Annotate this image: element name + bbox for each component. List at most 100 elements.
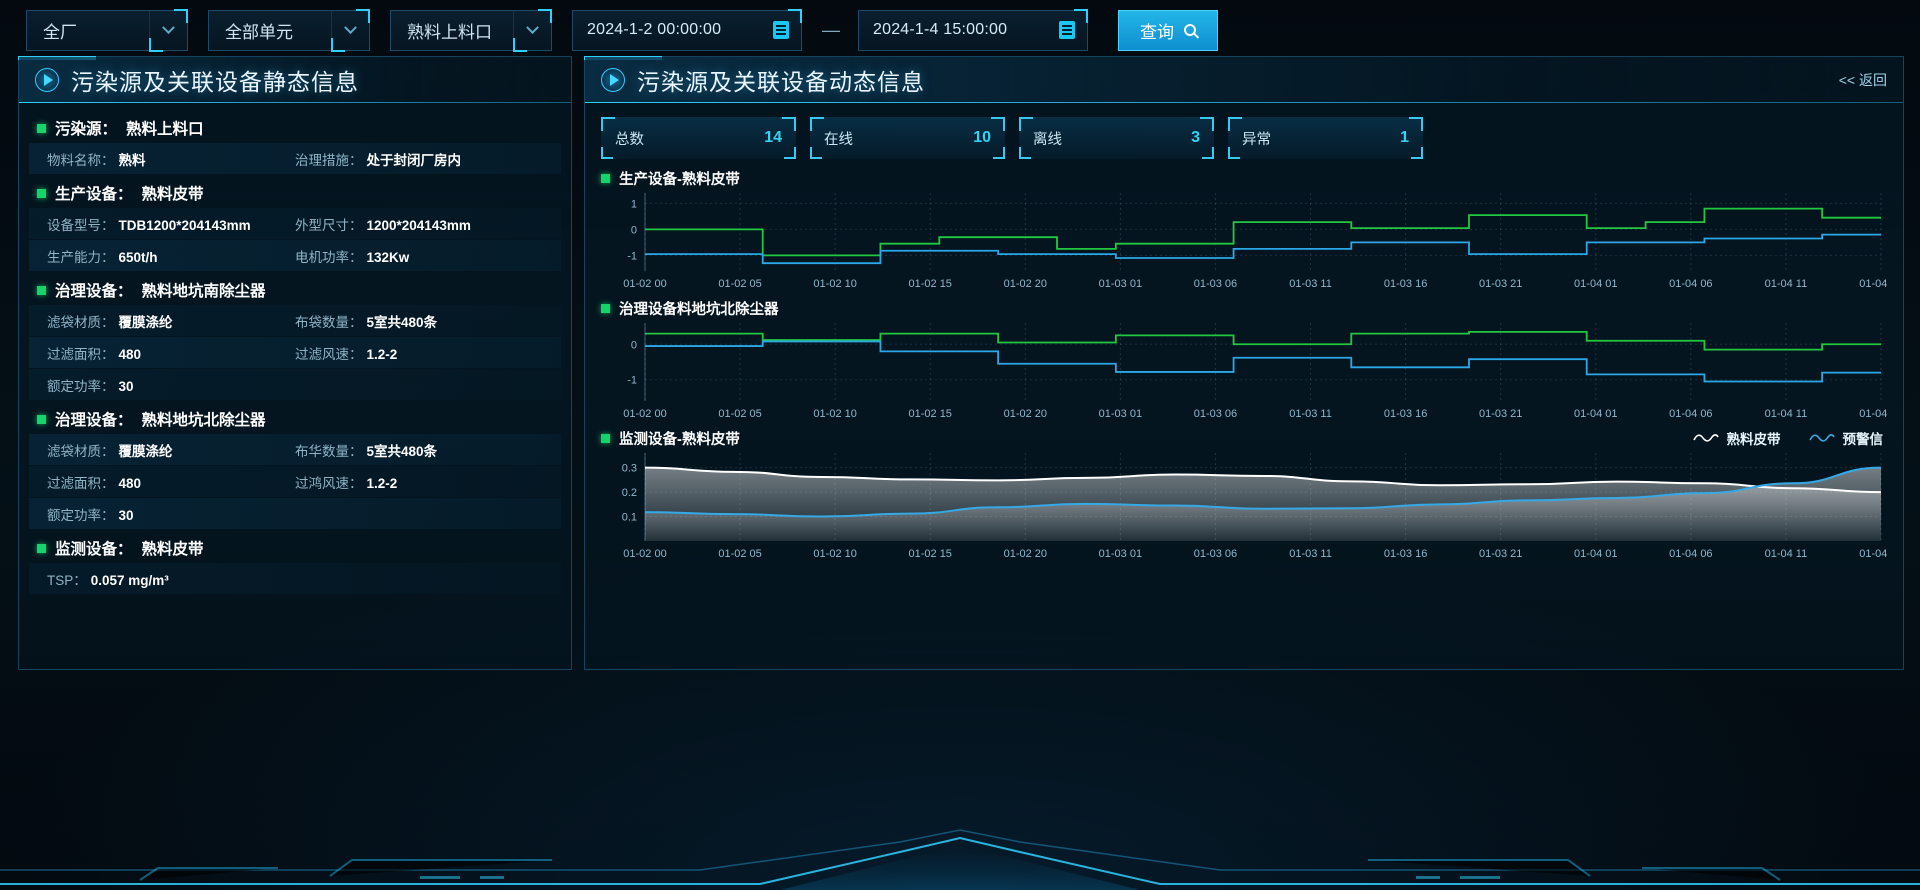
info-cell: 滤袋材质： 覆膜涤纶 bbox=[47, 440, 295, 460]
chart-series-line bbox=[645, 340, 1881, 383]
info-value: 1.2-2 bbox=[366, 475, 398, 491]
info-key: 滤袋材质： bbox=[47, 443, 115, 459]
status-card[interactable]: 在线 10 bbox=[810, 117, 1005, 159]
y-tick-label: 0.1 bbox=[622, 512, 637, 524]
legend-item[interactable]: 预警信 bbox=[1808, 428, 1884, 448]
info-cell: 过滤面积： 480 bbox=[47, 343, 295, 363]
query-button[interactable]: 查询 bbox=[1118, 9, 1218, 51]
chart-block: 治理设备料地坑北除尘器 0 -1 01-02 00 01-02 05 01-02 10 01… bbox=[585, 293, 1903, 423]
x-tick-label: 01-04 11 bbox=[1765, 548, 1808, 560]
status-card[interactable]: 离线 3 bbox=[1019, 117, 1214, 159]
chevron-down-icon[interactable] bbox=[513, 8, 552, 52]
legend-label: 预警信 bbox=[1842, 432, 1884, 447]
x-tick-label: 01-02 20 bbox=[1004, 408, 1047, 420]
start-date-input[interactable]: 2024-1-2 00:00:00 bbox=[572, 8, 802, 51]
y-tick-label: 0.3 bbox=[622, 463, 637, 475]
chart-header: 监测设备-熟料皮带 熟料皮带 预警信 bbox=[601, 425, 1887, 451]
bullet-square-icon bbox=[37, 188, 46, 198]
info-cell: 外型尺寸： 1200*204143mm bbox=[295, 214, 471, 234]
info-cell: 生产能力： 650t/h bbox=[47, 246, 295, 266]
status-summary-cards: 总数 14 在线 10 离线 3 异常 1 bbox=[585, 103, 1903, 163]
x-tick-label: 01-02 15 bbox=[909, 408, 952, 420]
info-value: 处于封闭厂房内 bbox=[366, 152, 462, 168]
search-icon bbox=[1184, 24, 1196, 36]
x-tick-label: 01-04 11 bbox=[1765, 408, 1808, 420]
bullet-square-icon bbox=[601, 303, 610, 313]
start-date-value: 2024-1-2 00:00:00 bbox=[587, 21, 722, 38]
unit-select-value: 全部单元 bbox=[225, 22, 293, 42]
x-tick-label: 01-03 11 bbox=[1289, 408, 1332, 420]
end-date-input[interactable]: 2024-1-4 15:00:00 bbox=[858, 8, 1088, 51]
query-button-label: 查询 bbox=[1140, 22, 1174, 42]
x-tick-label: 01-04 01 bbox=[1574, 278, 1617, 290]
info-row: 物料名称： 熟料 治理措施： 处于封闭厂房内 bbox=[29, 143, 561, 174]
unit-select[interactable]: 全部单元 bbox=[208, 8, 370, 52]
x-tick-label: 01-02 20 bbox=[1004, 278, 1047, 290]
chart-title: 生产设备-熟料皮带 bbox=[619, 171, 740, 188]
x-tick-label: 01-02 05 bbox=[718, 548, 761, 560]
chart-series-line bbox=[645, 233, 1881, 265]
info-row: 滤袋材质： 覆膜涤纶 布华数量： 5室共480条 bbox=[29, 434, 561, 465]
status-card-label: 总数 bbox=[615, 131, 644, 148]
info-cell: 电机功率： 132Kw bbox=[295, 246, 409, 266]
y-tick-label: 0 bbox=[631, 339, 637, 351]
x-tick-label: 01-04 06 bbox=[1669, 548, 1712, 560]
chevron-down-icon[interactable] bbox=[149, 8, 188, 52]
x-tick-label: 01-04 06 bbox=[1669, 278, 1712, 290]
y-tick-label: 0.2 bbox=[622, 487, 637, 499]
info-row: 过滤面积： 480 过鸿风速： 1.2-2 bbox=[29, 466, 561, 497]
plant-select[interactable]: 全厂 bbox=[26, 8, 188, 52]
info-cell: 过滤面积： 480 bbox=[47, 472, 295, 492]
info-value: 1.2-2 bbox=[366, 346, 398, 362]
source-select[interactable]: 熟料上料口 bbox=[390, 8, 552, 52]
x-tick-label: 01-03 16 bbox=[1384, 548, 1427, 560]
info-cell: 治理措施： 处于封闭厂房内 bbox=[295, 149, 461, 169]
calendar-icon[interactable] bbox=[1047, 8, 1088, 51]
info-value: TDB1200*204143mm bbox=[118, 217, 251, 233]
x-tick-label: 01-03 01 bbox=[1099, 278, 1142, 290]
y-tick-label: 0 bbox=[631, 224, 637, 236]
info-row: TSP： 0.057 mg/m³ bbox=[29, 563, 561, 594]
info-cell: 过滤风速： 1.2-2 bbox=[295, 343, 397, 363]
info-key: 额定功率： bbox=[47, 507, 115, 523]
info-cell: 滤袋材质： 覆膜涤纶 bbox=[47, 311, 295, 331]
x-tick-label: 01-02 10 bbox=[813, 548, 856, 560]
chart-plot: 0 -1 01-02 00 01-02 05 01-02 10 01-02 15 01-02… bbox=[623, 323, 1889, 420]
info-key: 治理措施： bbox=[295, 152, 363, 168]
info-group-label: 治理设备： bbox=[55, 412, 133, 429]
chart-area-fill bbox=[645, 467, 1881, 541]
static-info-panel-title: 污染源及关联设备静态信息 bbox=[71, 68, 359, 95]
info-cell: 布袋数量： 5室共480条 bbox=[295, 311, 437, 331]
y-tick-label: -1 bbox=[627, 250, 637, 262]
legend-label: 熟料皮带 bbox=[1726, 432, 1781, 447]
chart-legend: 熟料皮带 预警信 bbox=[1692, 428, 1884, 448]
calendar-icon[interactable] bbox=[761, 8, 802, 51]
end-date-value: 2024-1-4 15:00:00 bbox=[873, 21, 1008, 38]
x-tick-label: 01-03 21 bbox=[1479, 408, 1522, 420]
chevron-down-icon[interactable] bbox=[331, 8, 370, 52]
info-value: 480 bbox=[118, 475, 142, 491]
chart-series-line bbox=[645, 207, 1881, 257]
status-card[interactable]: 异常 1 bbox=[1228, 117, 1423, 159]
info-key: 物料名称： bbox=[47, 152, 115, 168]
x-tick-label: 01-02 15 bbox=[909, 278, 952, 290]
x-tick-label: 01-03 16 bbox=[1384, 408, 1427, 420]
info-group-value: 熟料皮带 bbox=[141, 541, 204, 558]
chart-series-line bbox=[645, 330, 1881, 351]
info-key: 滤袋材质： bbox=[47, 314, 115, 330]
info-cell: 物料名称： 熟料 bbox=[47, 149, 295, 169]
x-tick-label: 01-02 00 bbox=[623, 278, 666, 290]
info-group-label: 污染源： bbox=[55, 121, 118, 138]
bullet-square-icon bbox=[601, 433, 610, 443]
back-button[interactable]: << 返回 bbox=[1838, 71, 1887, 88]
x-tick-label: 01-02 05 bbox=[718, 278, 761, 290]
status-card[interactable]: 总数 14 bbox=[601, 117, 796, 159]
info-group-label: 生产设备： bbox=[55, 186, 133, 203]
info-group-label: 监测设备： bbox=[55, 541, 133, 558]
status-card-value: 10 bbox=[973, 129, 991, 146]
info-value: 熟料 bbox=[118, 152, 146, 168]
legend-item[interactable]: 熟料皮带 bbox=[1692, 428, 1781, 448]
chart-plot: 1 0 -1 01-02 00 01-02 05 01-02 10 01-02 15 01-0… bbox=[623, 193, 1889, 290]
info-cell: 过鸿风速： 1.2-2 bbox=[295, 472, 397, 492]
x-tick-label: 01-02 15 bbox=[909, 548, 952, 560]
